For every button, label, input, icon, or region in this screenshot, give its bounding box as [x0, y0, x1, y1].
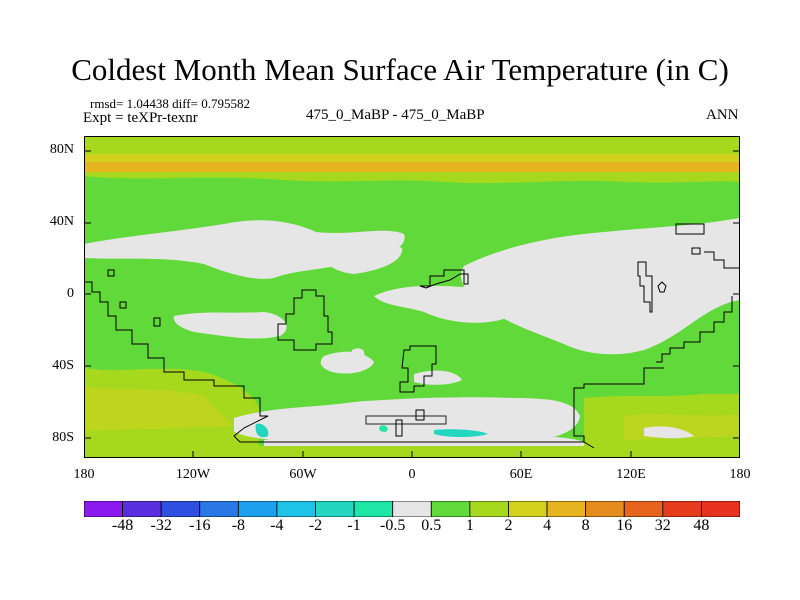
- colorbar-swatch: [430, 501, 471, 517]
- colorbar-swatch: [353, 501, 394, 517]
- colorbar-swatch: [237, 501, 278, 517]
- neutral-regions: [84, 218, 740, 446]
- cold-patches: [255, 407, 488, 438]
- colorbar-label: -0.5: [380, 517, 406, 534]
- colorbar-label: 1: [465, 517, 474, 534]
- colorbar-swatch: [623, 501, 664, 517]
- colorbar-label: 2: [504, 517, 513, 534]
- lat-tick-label: 0: [67, 286, 74, 301]
- north-warm-bands: [84, 136, 740, 184]
- lon-tick-label: 120W: [175, 467, 211, 482]
- lon-tick-label: 180: [73, 467, 95, 482]
- lat-tick-label: 80N: [49, 142, 74, 157]
- colorbar-label: -16: [189, 517, 211, 534]
- colorbar-label: -32: [150, 517, 172, 534]
- lat-tick-label: 80S: [52, 430, 74, 445]
- colorbar-label: 48: [693, 517, 710, 534]
- axis-ticks: [84, 150, 740, 458]
- colorbar-swatch: [199, 501, 239, 517]
- colorbar-label: 16: [616, 517, 633, 534]
- stats-label: rmsd= 1.04438 diff= 0.795582: [90, 96, 250, 111]
- colorbar-swatch: [392, 501, 432, 517]
- colorbar-label: 32: [654, 517, 671, 534]
- lon-tick-label: 0: [408, 467, 416, 482]
- colorbar-swatch: [315, 501, 355, 517]
- colorbar-label: 8: [581, 517, 590, 534]
- temperature-map: [84, 136, 740, 458]
- colorbar-swatch: [585, 501, 625, 517]
- colorbar-swatch: [546, 501, 587, 517]
- colorbar-label: -4: [270, 517, 284, 534]
- colorbar-label: 0.5: [421, 517, 442, 534]
- colorbar-label: -48: [111, 517, 134, 534]
- colorbar-label: 4: [543, 517, 552, 534]
- lon-tick-label: 60W: [289, 467, 317, 482]
- colorbar: [84, 501, 740, 517]
- experiment-label: Expt = teXPr-texnr: [83, 110, 198, 126]
- lon-tick-label: 60E: [509, 467, 533, 482]
- lat-tick-label: 40S: [52, 358, 74, 373]
- colorbar-label: -2: [308, 517, 323, 534]
- colorbar-label: -1: [347, 517, 361, 534]
- lat-tick-label: 40N: [49, 214, 74, 229]
- colorbar-swatch: [160, 501, 201, 517]
- colorbar-swatch: [508, 501, 548, 517]
- colorbar-swatch: [84, 501, 123, 517]
- coastlines: [84, 223, 740, 449]
- lon-tick-label: 120E: [616, 467, 646, 482]
- season-label: ANN: [706, 107, 739, 123]
- colorbar-label: -8: [231, 517, 246, 534]
- comparison-label: 475_0_MaBP - 475_0_MaBP: [306, 107, 485, 123]
- page-title: Coldest Month Mean Surface Air Temperatu…: [71, 52, 729, 87]
- colorbar-swatch: [701, 501, 740, 517]
- colorbar-swatch: [276, 501, 316, 517]
- colorbar-swatch: [662, 501, 702, 517]
- lon-tick-label: 180: [729, 467, 751, 482]
- colorbar-swatch: [469, 501, 509, 517]
- colorbar-swatch: [122, 501, 162, 517]
